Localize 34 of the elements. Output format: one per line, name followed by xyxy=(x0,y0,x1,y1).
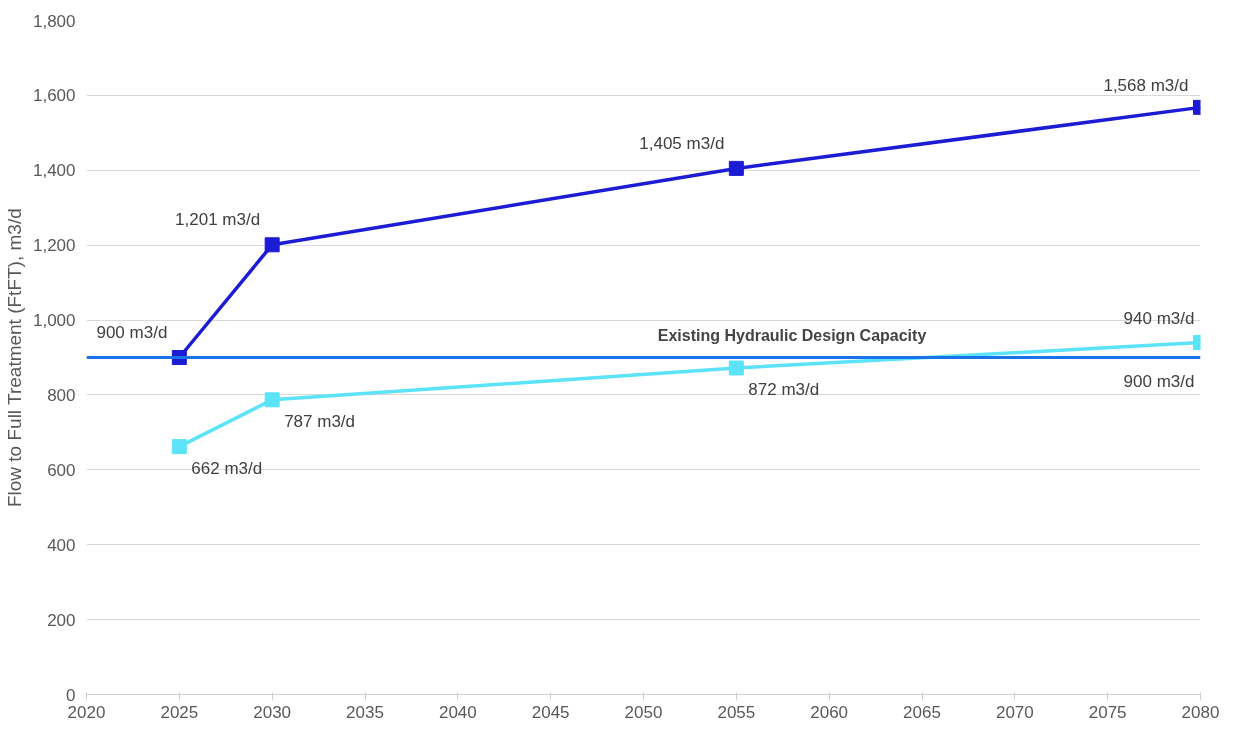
y-tick-label: 600 xyxy=(47,460,76,480)
data-label: 1,568 m3/d xyxy=(1103,75,1189,95)
data-label: 872 m3/d xyxy=(748,380,820,400)
x-tick-label: 2060 xyxy=(810,702,849,722)
y-tick-label: 1,200 xyxy=(32,236,76,256)
data-label: 940 m3/d xyxy=(1123,309,1195,329)
x-tick-label: 2030 xyxy=(253,702,292,722)
y-tick-label: 200 xyxy=(47,610,76,630)
x-tick-label: 2045 xyxy=(531,702,570,722)
y-tick-label: 1,400 xyxy=(32,161,76,181)
data-label: 1,405 m3/d xyxy=(639,133,725,153)
x-tick-label: 2065 xyxy=(903,702,941,722)
x-tick-label: 2070 xyxy=(995,702,1034,722)
y-axis-title: Flow to Full Treatment (FtFT), m3/d xyxy=(3,208,25,508)
y-tick-label: 800 xyxy=(47,385,76,405)
y-tick-label: 0 xyxy=(66,685,76,705)
x-tick-label: 2075 xyxy=(1088,702,1127,722)
x-tick-label: 2050 xyxy=(624,702,663,722)
y-tick-label: 1,800 xyxy=(32,11,76,31)
data-label: 900 m3/d xyxy=(96,323,168,342)
ref-line-label: Existing Hydraulic Design Capacity xyxy=(657,326,927,344)
x-tick-label: 2055 xyxy=(717,702,756,722)
x-tick-label: 2035 xyxy=(346,702,384,722)
annotation: 900 m3/d xyxy=(1123,372,1195,391)
y-tick-label: 1,000 xyxy=(32,311,76,331)
y-tick-label: 400 xyxy=(47,535,76,555)
y-tick-label: 1,600 xyxy=(32,86,76,106)
x-tick-label: 2040 xyxy=(438,702,477,722)
data-label: 662 m3/d xyxy=(191,459,263,479)
data-label: 1,201 m3/d xyxy=(175,210,261,230)
x-tick-label: 2080 xyxy=(1181,702,1220,722)
data-label: 787 m3/d xyxy=(284,412,356,432)
x-tick-label: 2025 xyxy=(160,702,199,722)
x-tick-label: 2020 xyxy=(67,702,106,722)
